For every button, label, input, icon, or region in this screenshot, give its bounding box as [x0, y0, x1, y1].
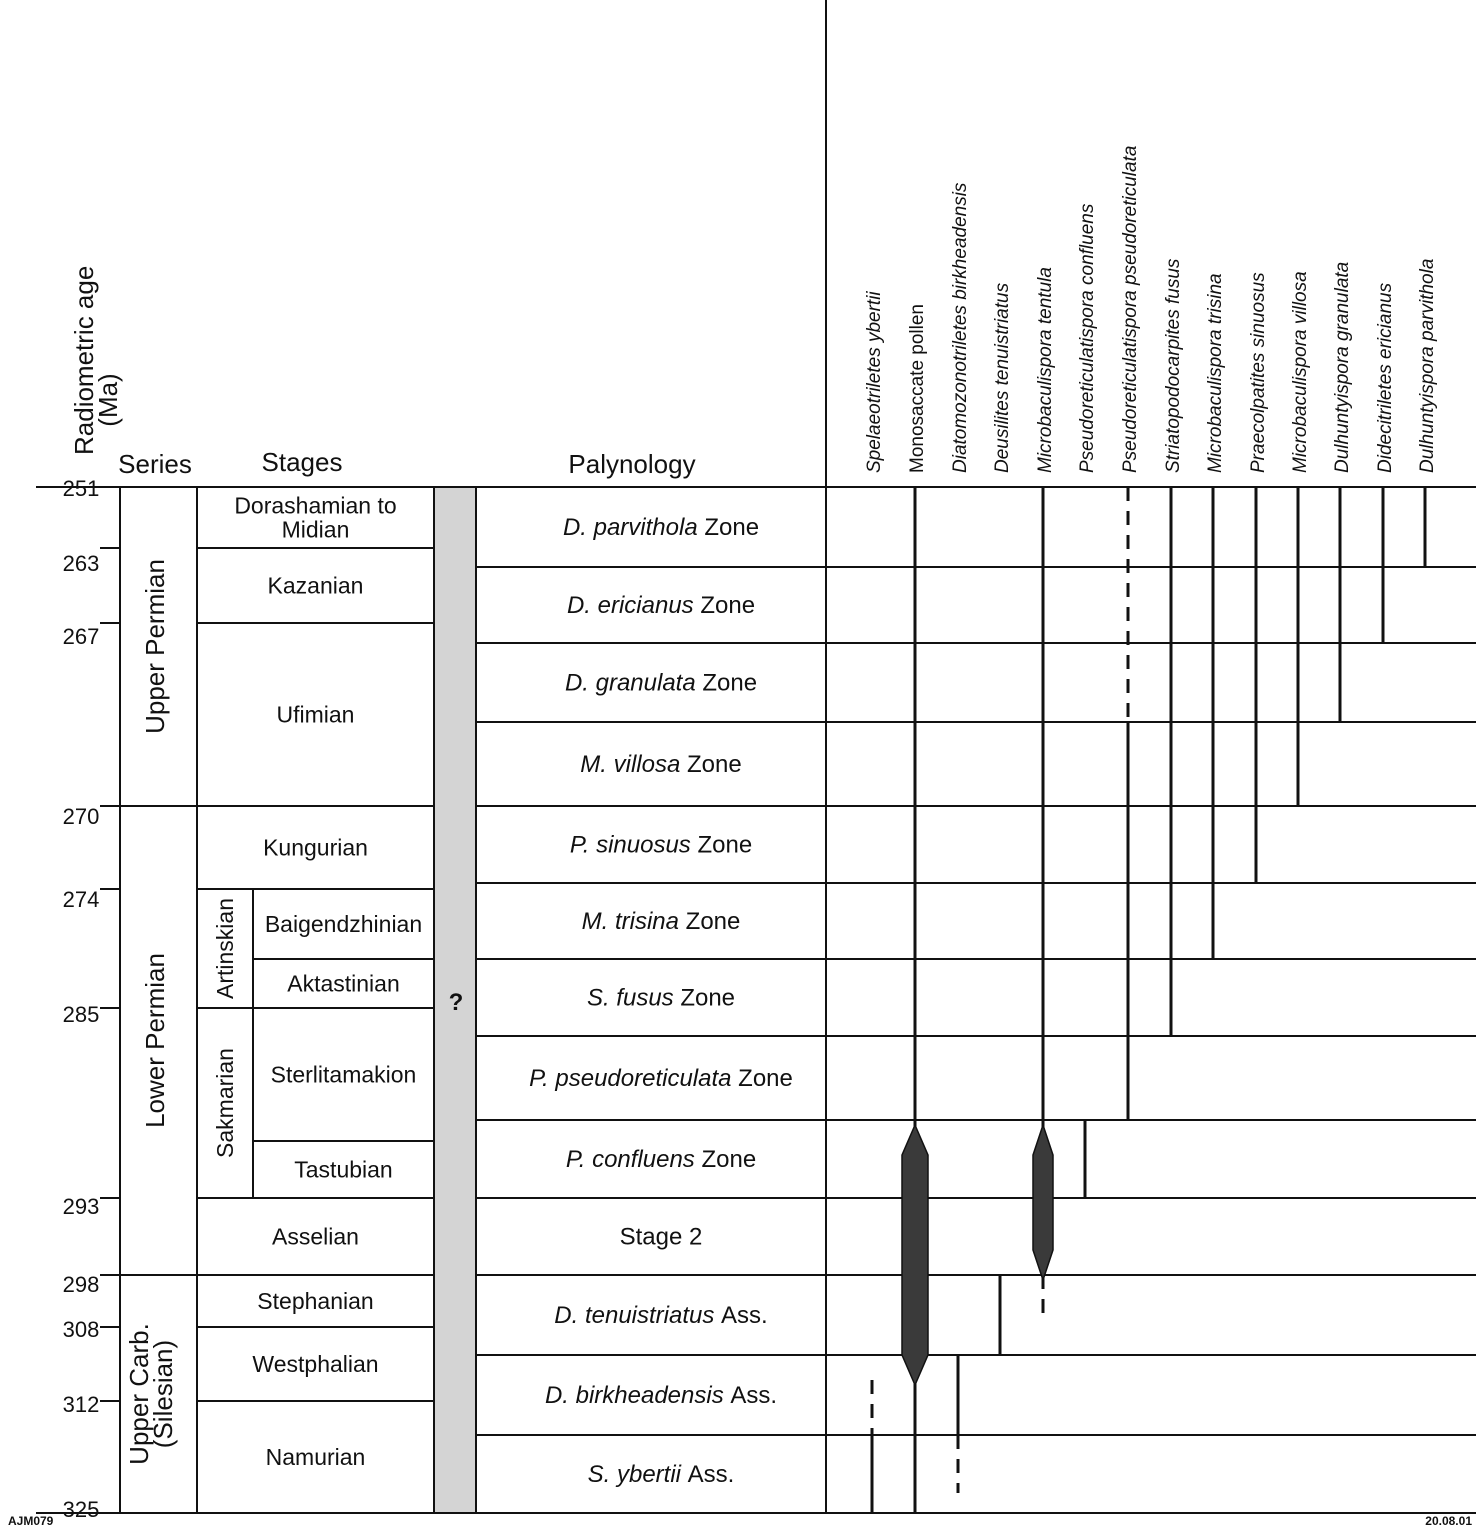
age-label: 308	[63, 1317, 100, 1342]
taxon-name: Spelaeotriletes ybertii	[864, 291, 885, 473]
stage-label: Kazanian	[268, 573, 364, 599]
age-label: 312	[63, 1392, 100, 1417]
zone-label: D. tenuistriatus Ass.	[554, 1302, 767, 1329]
stages-header: Stages	[262, 447, 343, 477]
age-label: 285	[63, 1002, 100, 1027]
stage-label: Namurian	[266, 1444, 366, 1470]
stage-label: Tastubian	[294, 1157, 392, 1183]
taxon-name: Pseudoreticulatispora confluens	[1077, 203, 1098, 473]
zone-label: M. villosa Zone	[580, 751, 741, 778]
taxon-name: Microbaculispora trisina	[1205, 273, 1226, 473]
age-header-line2: (Ma)	[93, 373, 123, 426]
substage-label: Sakmarian	[212, 1048, 238, 1158]
taxon-name: Pseudoreticulatispora pseudoreticulata	[1120, 146, 1141, 473]
zone-label: P. pseudoreticulata Zone	[529, 1065, 793, 1092]
taxon-name: Dulhuntyispora parvithola	[1417, 259, 1438, 473]
age-header-line1: Radiometric age	[69, 266, 99, 455]
series-column: Upper Permian Lower Permian Upper Carb.(Si…	[124, 559, 178, 1465]
stage-label: Ufimian	[277, 702, 355, 728]
zone-label: S. fusus Zone	[587, 985, 735, 1012]
age-label: 270	[63, 804, 100, 829]
taxon-ranges	[870, 487, 1427, 1513]
taxon-headers: Spelaeotriletes ybertii Monosaccate polle…	[864, 146, 1438, 473]
zone-label: D. parvithola Zone	[563, 514, 759, 541]
age-label: 274	[63, 887, 100, 912]
taxon-name: Dulhuntyispora granulata	[1332, 262, 1353, 473]
series-label: Upper Carb.	[124, 1323, 154, 1465]
age-label: 298	[63, 1272, 100, 1297]
figure-code: AJM079	[8, 1514, 54, 1527]
age-label: 293	[63, 1194, 100, 1219]
taxon-name: Diatomozonotriletes birkheadensis	[950, 182, 971, 473]
chart-grid	[36, 0, 1476, 1514]
unknown-correlation-mark: ?	[449, 989, 464, 1016]
zone-label: D. ericianus Zone	[567, 592, 755, 619]
age-label: 263	[63, 551, 100, 576]
palynology-header: Palynology	[568, 449, 695, 479]
taxon-name: Didecitriletes ericianus	[1375, 282, 1396, 473]
zone-label: D. granulata Zone	[565, 670, 757, 697]
series-label: Lower Permian	[140, 953, 170, 1128]
age-label: 251	[63, 476, 100, 501]
abundance-peak	[901, 1123, 929, 1387]
substage-label: Artinskian	[212, 898, 238, 999]
palynology-column: D. parvithola Zone D. ericianus Zone D. gr…	[529, 514, 793, 1488]
stage-label: Dorashamian to	[234, 493, 396, 519]
figure-date: 20.08.01	[1425, 1514, 1472, 1527]
taxon-name: Praecolpatites sinuosus	[1248, 272, 1269, 473]
age-axis: 251 263 267 270 274 285 293 298 308 312 325	[63, 476, 120, 1522]
series-label: Upper Permian	[140, 559, 170, 734]
zone-label: Stage 2	[620, 1224, 703, 1251]
taxon-name: Microbaculispora tentula	[1035, 267, 1056, 473]
stage-label: Baigendzhinian	[265, 911, 422, 937]
zone-label: S. ybertii Ass.	[588, 1461, 735, 1488]
age-label: 325	[63, 1497, 100, 1522]
age-label: 267	[63, 624, 100, 649]
zone-label: M. trisina Zone	[582, 908, 741, 935]
stage-label: Asselian	[272, 1224, 359, 1250]
zone-label: P. sinuosus Zone	[570, 832, 752, 859]
stage-label: Sterlitamakion	[271, 1062, 417, 1088]
stage-label: Stephanian	[257, 1288, 373, 1314]
zone-label: P. confluens Zone	[566, 1146, 756, 1173]
taxon-name: Striatopodocarpites fusus	[1163, 258, 1184, 473]
taxon-name: Microbaculispora villosa	[1290, 271, 1311, 473]
correlation-bar	[433, 486, 477, 1514]
stage-label: Westphalian	[252, 1351, 378, 1377]
series-header: Series	[118, 449, 192, 479]
series-label: (Silesian)	[148, 1340, 178, 1448]
zone-label: D. birkheadensis Ass.	[545, 1382, 777, 1409]
stage-label: Aktastinian	[287, 971, 400, 997]
taxon-name: Deusilites tenuistriatus	[992, 282, 1013, 473]
abundance-peak	[1032, 1122, 1054, 1283]
stage-label: Midian	[282, 517, 350, 543]
stage-label: Kungurian	[263, 835, 368, 861]
taxon-name: Monosaccate pollen	[907, 304, 928, 473]
